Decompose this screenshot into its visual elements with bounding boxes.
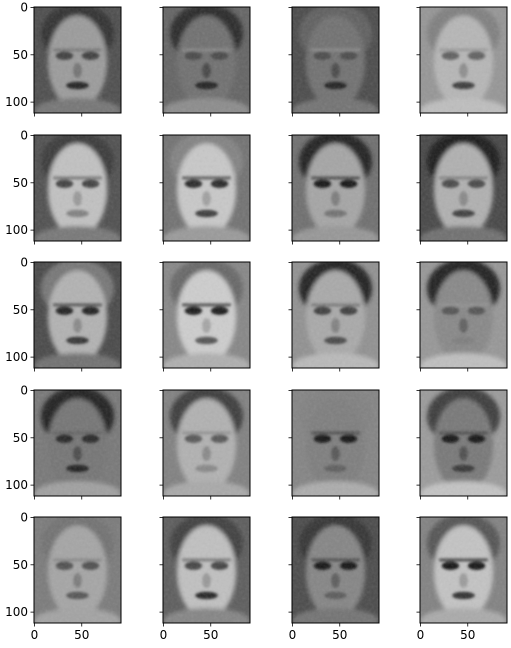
x-tick-label: 0 — [289, 628, 297, 642]
x-tick-label: 50 — [332, 628, 347, 642]
y-tick-label: 100 — [5, 350, 28, 364]
axes-frame — [33, 516, 122, 624]
eigenface-image — [420, 262, 507, 368]
y-tick-label: 100 — [5, 223, 28, 237]
face-panel — [159, 261, 251, 372]
face-panel: 0 50 100 — [5, 383, 122, 500]
axes-frame — [291, 134, 380, 242]
eigenface-image — [292, 7, 379, 113]
face-panel — [416, 389, 508, 500]
eigenface-image — [163, 262, 250, 368]
x-tick-label: 50 — [460, 628, 475, 642]
eigenface-image — [420, 135, 507, 241]
y-tick-label: 0 — [20, 128, 28, 142]
y-tick-label: 0 — [20, 255, 28, 269]
y-tick-label: 0 — [20, 0, 28, 14]
face-panel — [159, 134, 251, 245]
axes-frame — [291, 516, 380, 624]
eigenface-image — [420, 517, 507, 623]
axes-frame — [162, 261, 251, 369]
eigenface-image — [420, 7, 507, 113]
face-panel: 0 50 — [416, 516, 508, 642]
y-tick-label: 0 — [20, 383, 28, 397]
eigenface-image — [34, 390, 121, 496]
eigenface-image — [34, 135, 121, 241]
face-panel — [288, 6, 380, 117]
face-panel — [159, 389, 251, 500]
axes-frame — [291, 6, 380, 114]
y-tick-label: 50 — [13, 558, 28, 572]
face-panel: 0 50 — [288, 516, 380, 642]
axes-frame — [33, 389, 122, 497]
axes-frame — [162, 6, 251, 114]
face-panel — [288, 389, 380, 500]
eigenface-image — [34, 517, 121, 623]
y-tick-label: 100 — [5, 95, 28, 109]
eigenface-image — [163, 390, 250, 496]
eigenface-image — [163, 135, 250, 241]
face-panel — [416, 134, 508, 245]
x-tick-label: 0 — [417, 628, 425, 642]
face-panel: 0 50 100 — [5, 255, 122, 372]
axes-frame — [291, 261, 380, 369]
eigenface-image — [163, 7, 250, 113]
x-tick-label: 0 — [31, 628, 39, 642]
axes-frame — [33, 6, 122, 114]
x-tick-label: 50 — [74, 628, 89, 642]
face-panel — [416, 6, 508, 117]
face-panel — [288, 261, 380, 372]
x-tick-label: 50 — [203, 628, 218, 642]
y-tick-label: 50 — [13, 176, 28, 190]
y-tick-label: 50 — [13, 48, 28, 62]
y-tick-label: 50 — [13, 303, 28, 317]
axes-frame — [162, 389, 251, 497]
y-tick-label: 0 — [20, 510, 28, 524]
axes-frame — [419, 261, 508, 369]
eigenface-image — [420, 390, 507, 496]
face-panel: 0 50 100 — [5, 0, 122, 117]
axes-frame — [419, 389, 508, 497]
axes-frame — [419, 516, 508, 624]
eigenface-image — [292, 517, 379, 623]
x-tick-label: 0 — [160, 628, 168, 642]
eigenface-image — [34, 7, 121, 113]
axes-frame — [419, 6, 508, 114]
axes-frame — [291, 389, 380, 497]
face-panel — [416, 261, 508, 372]
y-tick-label: 100 — [5, 478, 28, 492]
axes-frame — [419, 134, 508, 242]
face-panel: 0 50 100 — [5, 128, 122, 245]
y-tick-label: 50 — [13, 431, 28, 445]
eigenface-image — [292, 390, 379, 496]
eigenface-image — [292, 262, 379, 368]
face-panel — [159, 6, 251, 117]
axes-frame — [33, 261, 122, 369]
eigenface-image — [292, 135, 379, 241]
axes-frame — [33, 134, 122, 242]
y-tick-label: 100 — [5, 605, 28, 619]
face-panel — [288, 134, 380, 245]
axes-frame — [162, 516, 251, 624]
axes-frame — [162, 134, 251, 242]
eigenface-image — [34, 262, 121, 368]
eigenface-image — [163, 517, 250, 623]
face-panel: 0 50 — [159, 516, 251, 642]
